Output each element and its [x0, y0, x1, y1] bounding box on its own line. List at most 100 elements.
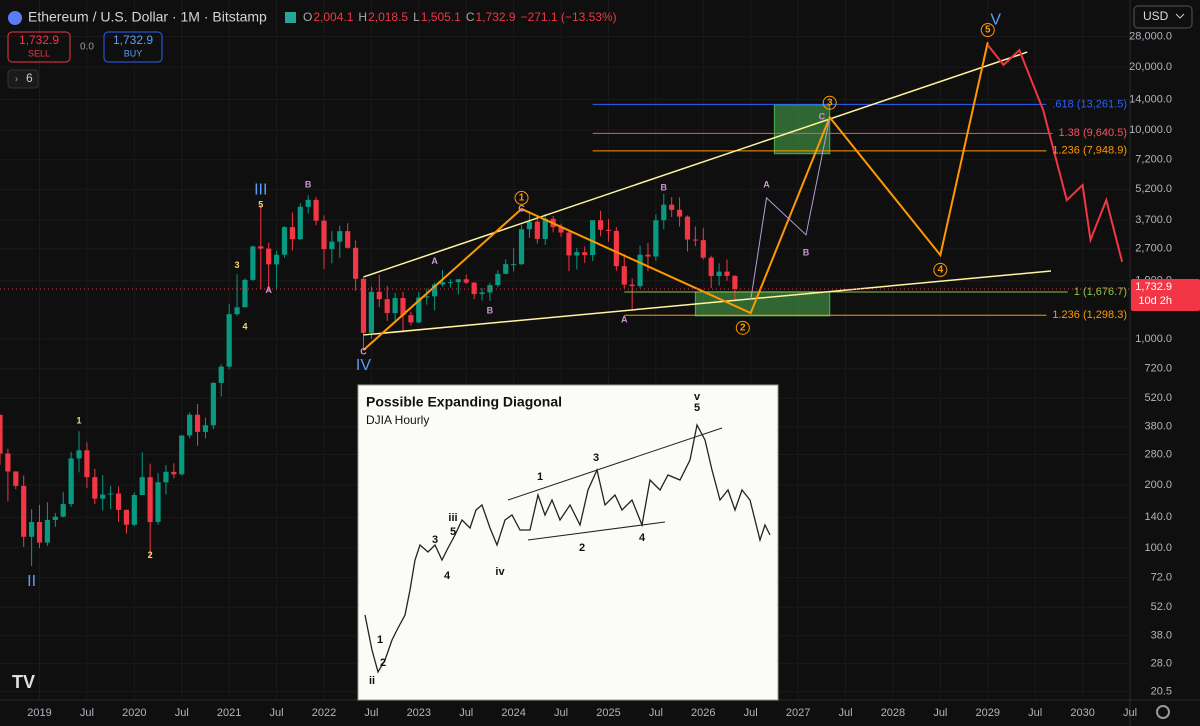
y-tick-label: 720.0 [1144, 363, 1172, 375]
x-tick-label: 2021 [217, 707, 241, 719]
inset-wave-label: 4 [639, 532, 646, 544]
indicator-toggle[interactable] [7, 69, 39, 89]
candle-body [108, 493, 114, 495]
wave-label: III [254, 181, 267, 198]
wave-label: 5 [258, 199, 263, 209]
y-tick-label: 520.0 [1144, 392, 1172, 404]
y-tick-label: 20.5 [1151, 686, 1172, 698]
inset-frame [357, 384, 779, 701]
wave-label: B [661, 182, 668, 192]
candle-body [36, 521, 43, 543]
settings-button[interactable] [1156, 705, 1170, 719]
legend-value: 1,732.9 [476, 10, 516, 24]
y-tick-label: 200.0 [1144, 479, 1172, 491]
candle-body [708, 257, 714, 277]
legend-key: C [466, 10, 475, 24]
wave-label: 5 [985, 25, 991, 36]
fib-label: .618 (13,261.5) [1052, 98, 1127, 110]
x-tick-label: Jul [933, 707, 947, 719]
fib-label: 1.236 (7,948.9) [1052, 145, 1127, 157]
candle-body [313, 199, 319, 221]
wave-label: 1 [77, 415, 82, 425]
candle-body [676, 209, 683, 217]
candle-body [408, 315, 414, 323]
projection-line [363, 270, 1052, 336]
candle-body [337, 231, 343, 242]
candle-body [518, 229, 525, 265]
chevron: › [15, 73, 18, 83]
x-tick-label: 2019 [27, 707, 51, 719]
candle-body [392, 298, 398, 314]
target-zone [773, 104, 831, 155]
candle-body [447, 282, 454, 284]
wave-circle [980, 23, 995, 38]
candle-body [187, 414, 193, 436]
candle-body [258, 246, 264, 249]
candle-body [542, 218, 548, 239]
projection-line [986, 44, 1124, 263]
candle-body [329, 241, 335, 250]
inset-wave-label: 2 [579, 542, 585, 554]
inset-wave-label: v [694, 391, 701, 403]
candle-body [163, 471, 169, 483]
x-tick-label: 2028 [881, 707, 905, 719]
wave-circle [514, 190, 529, 205]
wave-label: C [360, 346, 367, 356]
y-tick-label: 72.0 [1151, 572, 1172, 584]
candle-body [92, 477, 98, 499]
candle-body [352, 247, 359, 279]
wave-label: A [763, 179, 770, 189]
candle-body [590, 220, 596, 256]
candle-body [669, 204, 675, 210]
buy-button[interactable] [103, 31, 163, 63]
candle-body [692, 239, 698, 241]
symbol-title[interactable]: Ethereum / U.S. Dollar · 1M · Bitstamp [28, 9, 267, 25]
wave-circle [933, 262, 948, 277]
y-tick-label: 3,700.0 [1135, 214, 1172, 226]
candle-body [582, 252, 588, 256]
projection-line [362, 42, 989, 351]
candle-body [613, 230, 619, 267]
x-tick-label: 2025 [596, 707, 620, 719]
candle-body [558, 227, 564, 233]
candle-body [179, 435, 185, 475]
currency-select[interactable] [1133, 5, 1193, 29]
candle-body [242, 279, 248, 308]
candle-body [716, 271, 722, 277]
x-tick-label: 2022 [312, 707, 336, 719]
fib-label: 1 (1,676.7) [1074, 286, 1127, 298]
candle-body [455, 279, 461, 283]
x-tick-label: Jul [554, 707, 568, 719]
candle-body [0, 414, 3, 454]
legend-value: 2,004.1 [313, 10, 353, 24]
wave-label: 3 [827, 97, 833, 108]
candle-body [534, 221, 540, 239]
wave-label: A [265, 285, 272, 295]
candle-body [700, 240, 706, 258]
y-tick-label: 38.0 [1151, 630, 1172, 642]
x-tick-label: 2024 [501, 707, 525, 719]
y-tick-label: 7,200.0 [1135, 154, 1172, 166]
candle-body [234, 307, 240, 315]
x-tick-label: Jul [838, 707, 852, 719]
buy-label: BUY [124, 48, 143, 58]
y-tick-label: 100.0 [1144, 542, 1172, 554]
inset-wave-label: 1 [537, 471, 543, 483]
sell-button[interactable] [7, 31, 71, 63]
legend-key: L [413, 10, 420, 24]
inset-trendline [527, 521, 666, 541]
last-price-box [1131, 279, 1200, 312]
x-tick-label: 2029 [976, 707, 1000, 719]
candle-body [52, 516, 58, 520]
candle-body [439, 282, 446, 285]
candle-body [273, 254, 280, 265]
wave-label: B [803, 247, 810, 257]
x-tick-label: 2023 [407, 707, 431, 719]
inset-wave-label: iv [495, 566, 505, 578]
x-tick-label: Jul [80, 707, 94, 719]
wave-circle [735, 320, 750, 335]
candle-body [68, 458, 74, 505]
candle-body [266, 248, 272, 265]
sell-label: SELL [28, 48, 50, 58]
